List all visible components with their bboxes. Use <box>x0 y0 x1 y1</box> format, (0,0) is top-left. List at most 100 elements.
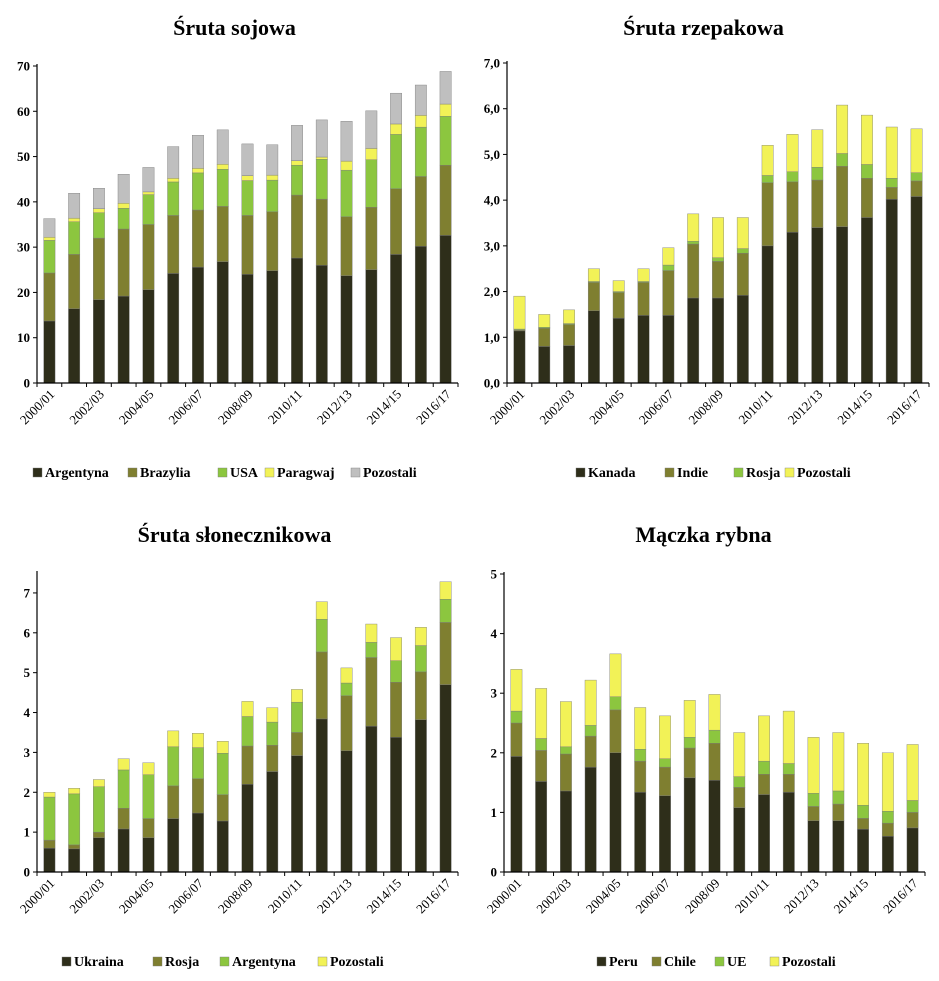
bar-segment <box>43 218 56 238</box>
x-tick-label: 2012/13 <box>314 876 355 917</box>
legend-label: Rosja <box>746 466 780 481</box>
bar-segment <box>93 237 105 300</box>
legend-label: Paragwaj <box>277 466 335 481</box>
bar-segment <box>708 694 721 731</box>
bar-segment <box>340 695 353 752</box>
y-tick-label: 4 <box>491 626 498 641</box>
bar-segment <box>390 134 402 189</box>
bar-segment <box>340 169 353 218</box>
bar-segment <box>910 180 923 197</box>
bar-segment <box>216 164 229 170</box>
x-tick-label: 2016/17 <box>413 386 454 427</box>
x-tick-label: 2006/07 <box>165 386 206 427</box>
legend-swatch <box>769 956 780 967</box>
bar-segment <box>93 786 105 833</box>
bar-segment <box>637 282 650 316</box>
y-tick-label: 1 <box>24 825 31 840</box>
bar-segment <box>291 194 303 259</box>
y-tick-label: 5,0 <box>484 147 500 162</box>
bar-segment <box>587 310 600 384</box>
bar-segment <box>612 292 625 319</box>
bar-segment <box>365 269 378 384</box>
x-tick-label: 2012/13 <box>314 387 355 428</box>
bar-segment <box>167 785 180 819</box>
chart-title: Śruta słonecznikowa <box>138 522 332 547</box>
bar-segment <box>340 667 353 684</box>
bar-segment <box>93 212 105 239</box>
bar-segment <box>786 134 799 172</box>
bar-segment <box>414 115 427 128</box>
chart-panel-sunflower-meal: Śruta słonecznikowa 0 1 2 3 4 5 6 7 2000/01 2002/0… <box>0 490 469 980</box>
bar-segment <box>836 226 849 384</box>
chart-title: Śruta rzepakowa <box>623 15 784 40</box>
y-tick-label: 70 <box>17 59 30 74</box>
x-tick-label: 2000/01 <box>487 387 528 428</box>
chart-title: Mączka rybna <box>635 522 771 547</box>
bar-segment <box>43 792 56 798</box>
bar-segment <box>836 153 849 167</box>
bar-segment <box>659 715 671 759</box>
y-tick-label: 6 <box>24 625 31 640</box>
y-tick-label: 3 <box>491 686 498 701</box>
bar-segment <box>315 119 328 158</box>
bar-segment <box>510 669 523 712</box>
bar-segment <box>761 245 774 384</box>
y-tick-label: 20 <box>17 285 30 300</box>
y-tick-label: 5 <box>24 665 31 680</box>
bar-segment <box>241 215 254 275</box>
x-tick-label: 2008/09 <box>685 387 726 428</box>
y-tick-label: 60 <box>17 104 30 119</box>
bar-segment <box>712 217 724 258</box>
legend-label: Indie <box>677 466 708 481</box>
x-tick-label: 2004/05 <box>586 387 627 428</box>
x-tick-label: 2004/05 <box>116 876 157 917</box>
x-tick-label: 2006/07 <box>165 875 206 916</box>
chart-title: Śruta sojowa <box>173 15 296 40</box>
bar-segment <box>662 264 675 271</box>
bar-segment <box>390 660 402 683</box>
bar-segment <box>786 171 799 183</box>
legend-label: Argentyna <box>45 466 109 481</box>
bar-segment <box>291 755 303 873</box>
bar-segment <box>291 125 303 161</box>
bar-segment <box>885 177 898 188</box>
bar-segment <box>216 129 229 165</box>
bar-segment <box>832 803 845 821</box>
bar-segment <box>535 738 548 751</box>
bar-segment <box>365 148 378 160</box>
bar-segment <box>906 744 919 801</box>
bar-segment <box>192 172 204 211</box>
bar-segment <box>167 181 180 216</box>
y-tick-label: 30 <box>17 240 30 255</box>
legend-label: Rosja <box>165 955 199 970</box>
bar-segment <box>906 800 919 813</box>
bar-segment <box>216 820 229 873</box>
bar-segment <box>733 807 746 873</box>
bar-segment <box>241 274 254 384</box>
bar-segment <box>832 790 845 805</box>
legend-swatch <box>219 956 230 967</box>
bar-segment <box>885 126 898 179</box>
y-tick-label: 7 <box>24 585 31 600</box>
bar-segment <box>535 750 548 782</box>
x-tick-label: 2014/15 <box>363 387 404 428</box>
bar-segment <box>43 240 56 274</box>
legend-swatch <box>217 467 228 478</box>
bar-segment <box>291 701 303 733</box>
x-tick-label: 2010/11 <box>735 387 775 427</box>
legend-swatch <box>32 467 43 478</box>
bar-segment <box>807 820 820 873</box>
bar-segment <box>584 725 597 737</box>
y-tick-label: 5 <box>491 567 498 582</box>
bar-segment <box>117 174 130 204</box>
y-tick-label: 0 <box>491 865 498 880</box>
bar-segment <box>538 327 551 347</box>
bar-segment <box>43 236 56 241</box>
bar-segment <box>266 270 279 384</box>
bar-segment <box>216 794 229 822</box>
bar-segment <box>365 657 378 727</box>
y-tick-label: 2 <box>491 745 498 760</box>
bar-segment <box>807 806 820 821</box>
bar-segment <box>857 805 869 819</box>
